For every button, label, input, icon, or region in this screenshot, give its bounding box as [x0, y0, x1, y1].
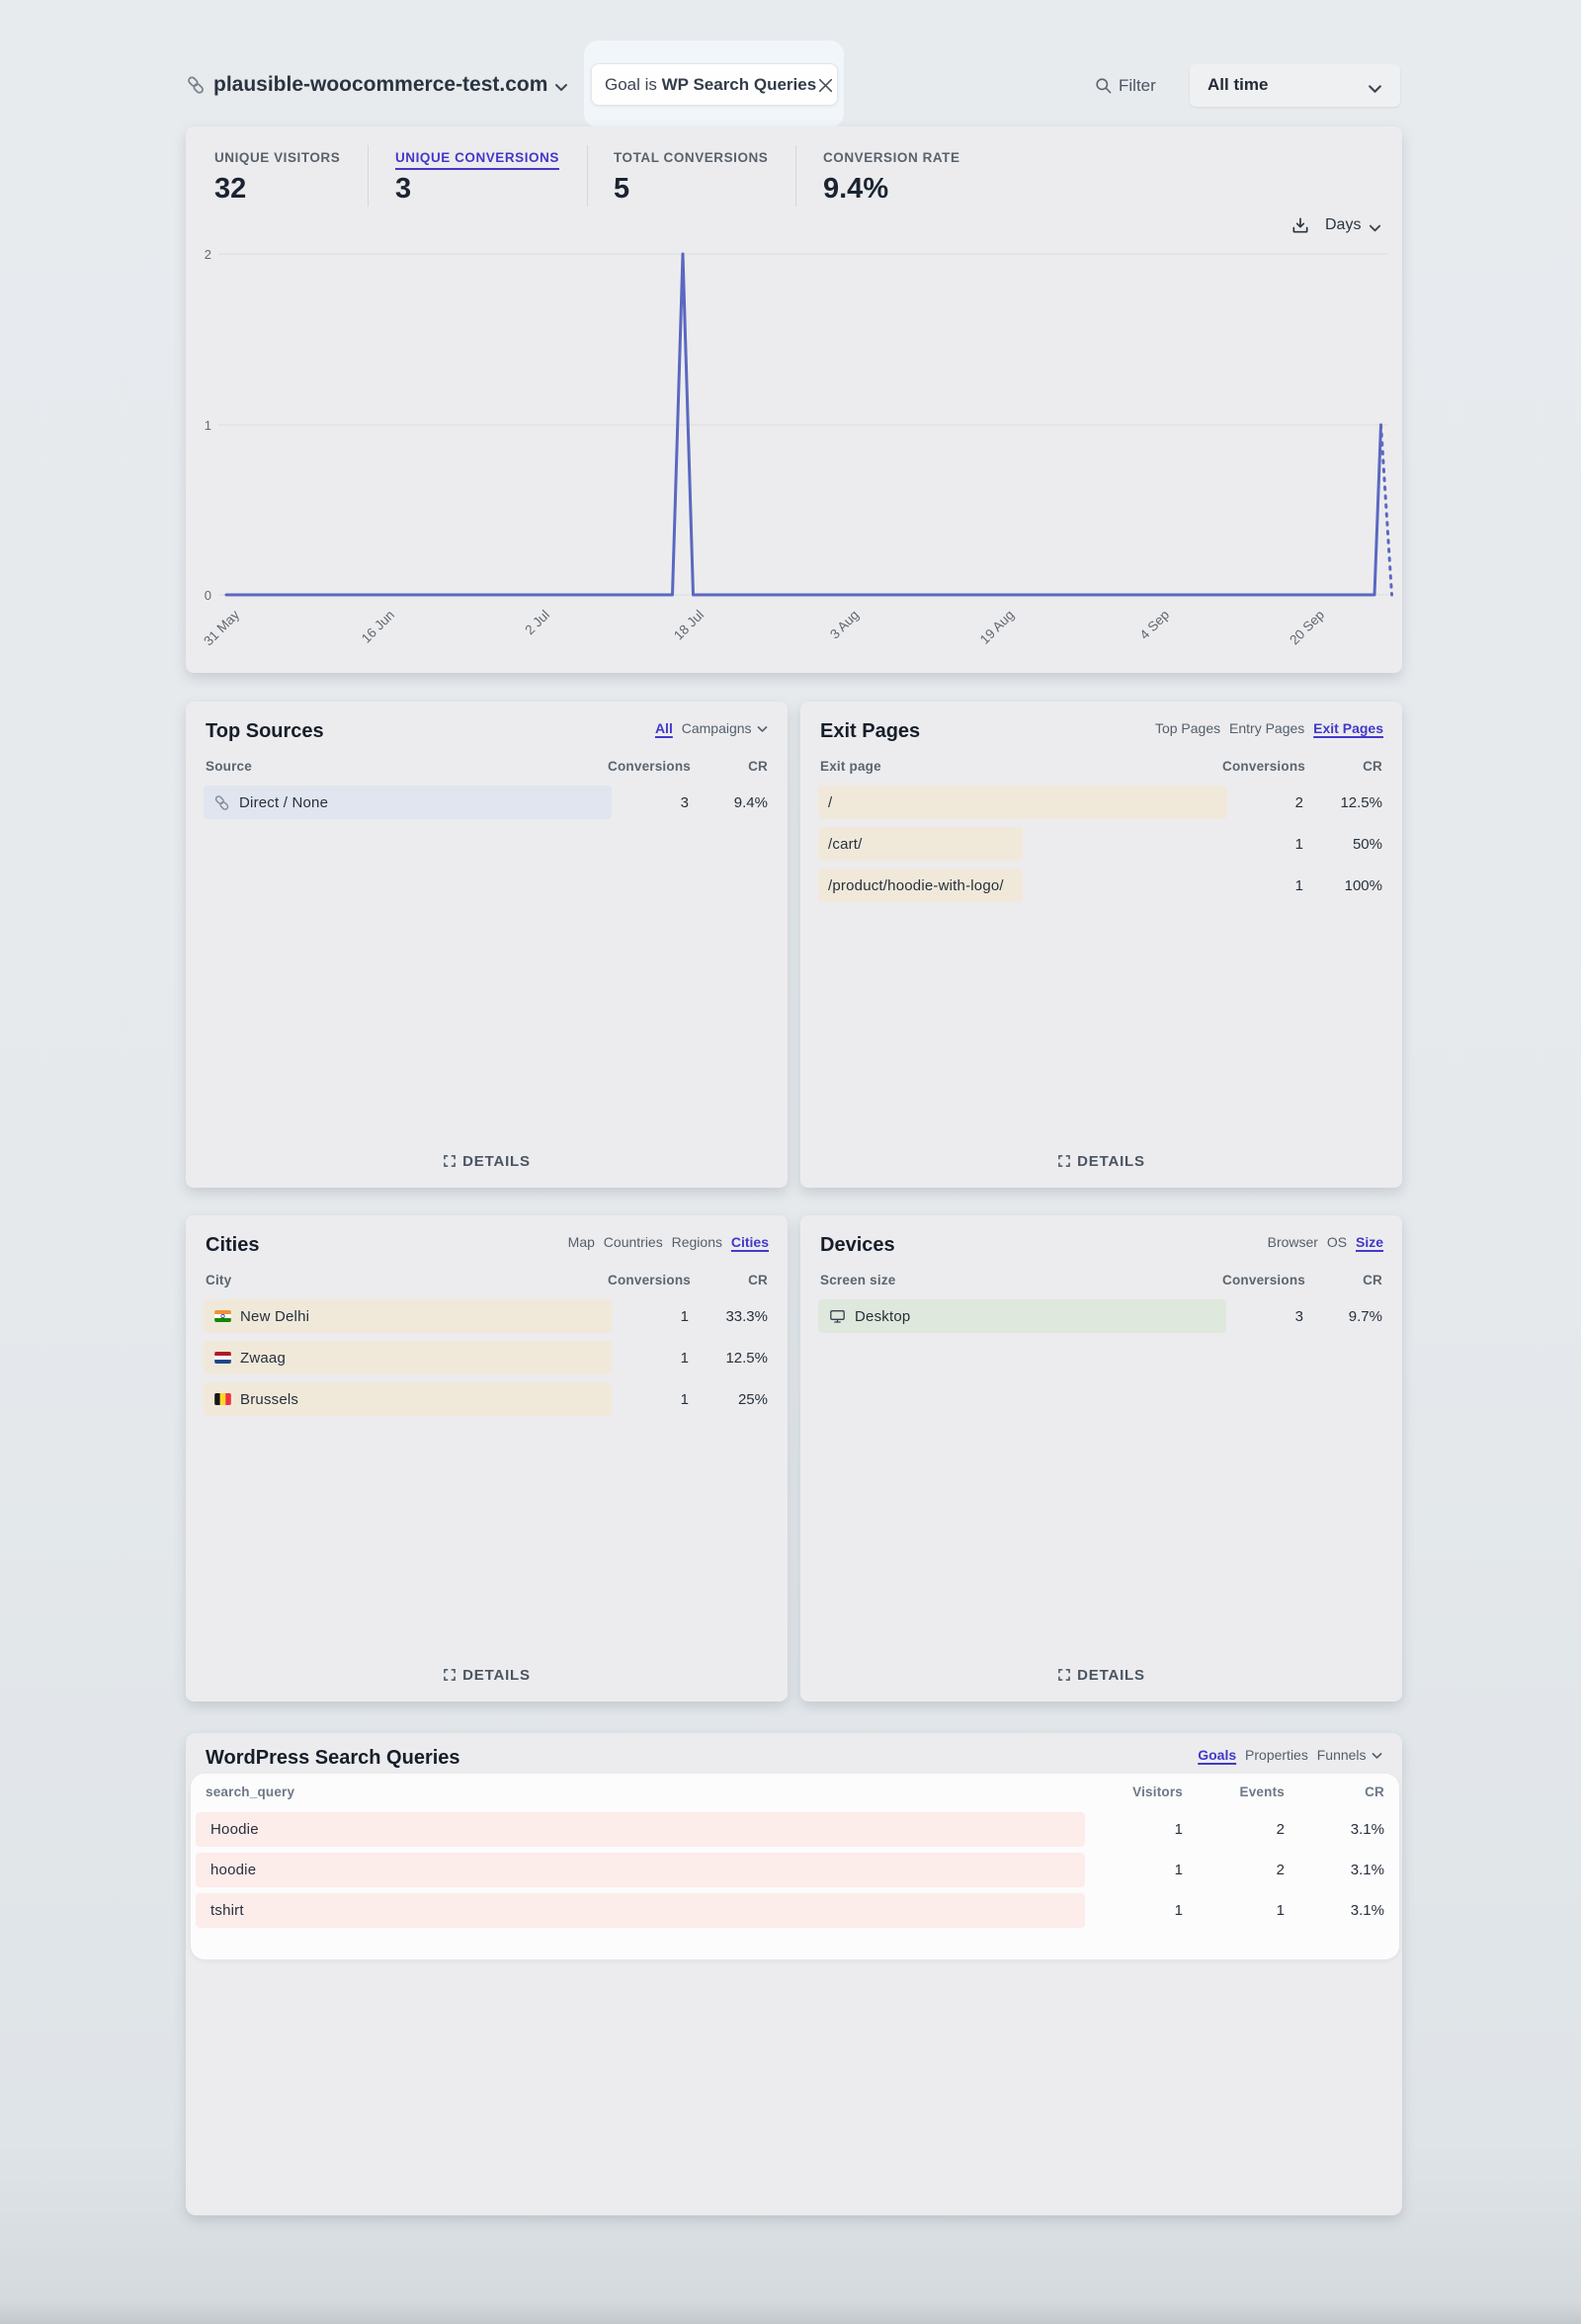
svg-text:0: 0: [205, 588, 211, 603]
svg-text:4 Sep: 4 Sep: [1137, 608, 1173, 643]
svg-text:20 Sep: 20 Sep: [1287, 608, 1327, 648]
svg-text:1: 1: [205, 418, 211, 433]
svg-text:16 Jun: 16 Jun: [359, 608, 397, 646]
svg-text:2: 2: [205, 247, 211, 262]
svg-text:3 Aug: 3 Aug: [827, 608, 862, 642]
svg-text:2 Jul: 2 Jul: [522, 608, 552, 638]
svg-text:18 Jul: 18 Jul: [671, 608, 707, 643]
svg-text:31 May: 31 May: [201, 607, 242, 648]
svg-text:19 Aug: 19 Aug: [977, 608, 1017, 647]
